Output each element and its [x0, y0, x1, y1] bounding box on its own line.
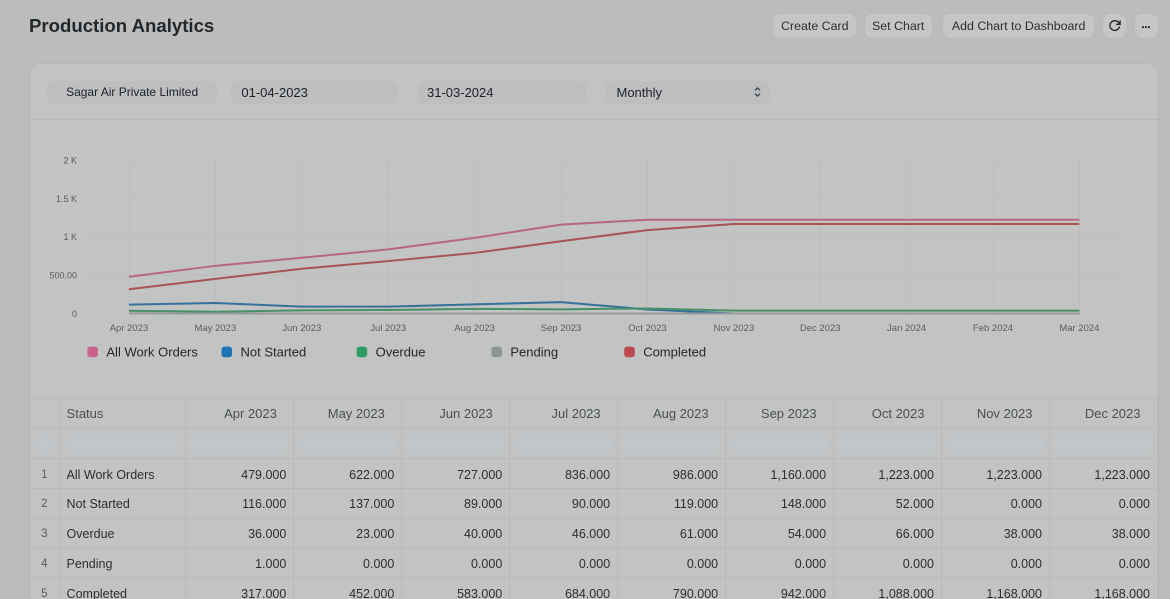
svg-text:Jan 2024: Jan 2024: [887, 323, 926, 334]
svg-text:All Work Orders: All Work Orders: [106, 345, 198, 360]
svg-text:Aug 2023: Aug 2023: [454, 323, 495, 334]
svg-text:Pending: Pending: [510, 345, 558, 360]
svg-text:Oct 2023: Oct 2023: [628, 323, 667, 334]
svg-text:1 K: 1 K: [63, 232, 77, 242]
svg-text:2 K: 2 K: [63, 156, 77, 166]
svg-text:1.5 K: 1.5 K: [56, 194, 77, 204]
svg-text:500.00: 500.00: [49, 271, 77, 281]
svg-text:Not Started: Not Started: [241, 345, 307, 360]
svg-text:Completed: Completed: [643, 345, 706, 360]
svg-text:Apr 2023: Apr 2023: [110, 323, 149, 334]
svg-text:May 2023: May 2023: [195, 323, 237, 334]
svg-text:Nov 2023: Nov 2023: [713, 323, 754, 334]
svg-text:Mar 2024: Mar 2024: [1059, 323, 1099, 334]
svg-text:Jun 2023: Jun 2023: [282, 323, 321, 334]
svg-text:Overdue: Overdue: [376, 345, 426, 360]
svg-text:Sep 2023: Sep 2023: [541, 323, 582, 334]
svg-text:Jul 2023: Jul 2023: [370, 323, 406, 334]
svg-text:Dec 2023: Dec 2023: [800, 323, 841, 334]
svg-text:0: 0: [72, 309, 77, 319]
svg-text:Feb 2024: Feb 2024: [973, 323, 1013, 334]
